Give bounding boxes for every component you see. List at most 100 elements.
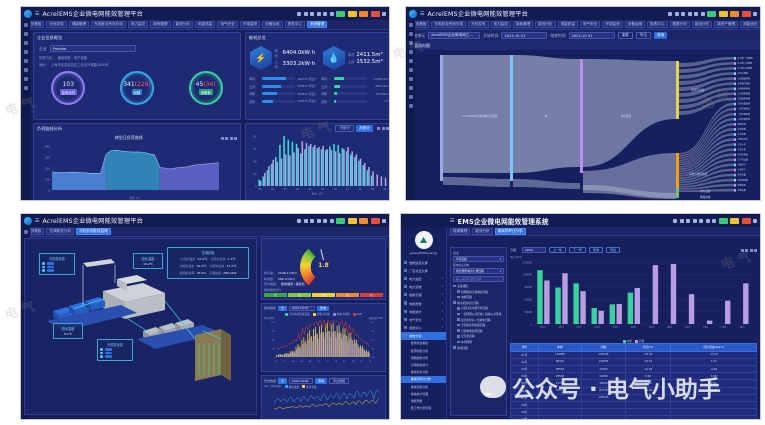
link-icon[interactable]	[686, 218, 690, 223]
nav-item[interactable]: 充电桩及有序充电	[431, 21, 467, 28]
nav-item[interactable]: 用能优化	[740, 21, 760, 28]
table-row[interactable]: 08月	[510, 400, 757, 410]
grid-icon[interactable]	[687, 11, 692, 16]
checkbox-icon[interactable]	[457, 295, 460, 299]
rail-icon[interactable]	[408, 50, 413, 54]
user-avatar-icon[interactable]	[753, 11, 757, 16]
tree-node[interactable]: 主进线柜	[453, 284, 504, 288]
trend-query-button[interactable]: 查询	[317, 305, 330, 311]
sidebar-item-用能预警[interactable]: · 用能预警	[401, 397, 446, 404]
tab-monthly[interactable]: 月统计	[356, 125, 373, 132]
zoom-icon[interactable]	[225, 136, 228, 140]
nav-item[interactable]: 电能质量	[195, 21, 216, 28]
sidebar-item-电能质量[interactable]: 电能质量 ▾	[401, 299, 446, 307]
rail-icon[interactable]	[23, 230, 28, 234]
grid-icon[interactable]	[316, 218, 321, 223]
prev-year-button[interactable]: 上一年	[549, 247, 567, 253]
tree-node[interactable]: 空调机新风机组回路	[453, 323, 504, 327]
legend-item[interactable]: 累计流量	[302, 385, 316, 389]
tree-node[interactable]: 备用回路	[453, 346, 504, 350]
nav-item[interactable]: 设备运维	[262, 21, 283, 28]
rail-icon[interactable]	[23, 41, 28, 45]
table-row[interactable]: 05月 47478 48438 -1.98 0.52	[510, 379, 757, 388]
bell-icon[interactable]	[700, 11, 705, 16]
rail-icon[interactable]	[408, 41, 413, 45]
download-icon[interactable]	[740, 248, 744, 252]
nav-item[interactable]: 能效分析	[172, 21, 193, 28]
checkbox-icon[interactable]	[457, 329, 460, 333]
gauge-devices[interactable]: 45(34) 设备数	[188, 71, 223, 105]
checkbox-icon[interactable]	[453, 284, 456, 288]
sidebar-item-报表中心[interactable]: 报表中心 ▾	[401, 324, 446, 332]
refresh-icon[interactable]	[310, 218, 314, 223]
table-row[interactable]: 02月 88336 122884 -29.43 3.47	[510, 357, 757, 366]
tree-search-input[interactable]: 输入关键字进行过滤	[453, 276, 504, 282]
checkbox-icon[interactable]	[457, 335, 460, 338]
search-icon[interactable]	[303, 11, 308, 16]
history-tab-day[interactable]: 日	[278, 378, 288, 384]
table-row[interactable]: 03月 98536 79360 -21.40 -0.46	[510, 364, 757, 374]
tree-node[interactable]: 电梯回路	[453, 295, 504, 299]
rail-icon[interactable]	[23, 23, 28, 27]
sidebar-item-能耗同环比分[interactable]: · 能耗同环比分析	[401, 375, 446, 383]
user-avatar-icon[interactable]	[382, 11, 386, 16]
rail-icon[interactable]	[408, 68, 413, 72]
grid-icon[interactable]	[699, 218, 703, 223]
nav-item[interactable]: 电力监控	[490, 21, 511, 28]
nav-item[interactable]: 能耗管理	[512, 21, 534, 28]
gear-icon[interactable]	[297, 11, 301, 16]
save-icon[interactable]	[754, 248, 757, 252]
trend-date-input[interactable]: 2023-10-07	[289, 305, 316, 311]
tree-node[interactable]: 空调冷冻水循环泵回路	[453, 306, 504, 310]
sidebar-item-能效对标分析[interactable]: · 能效对标分析	[401, 369, 446, 376]
menu-toggle-icon[interactable]: ☰	[35, 10, 40, 17]
nav-item[interactable]: 电力监控	[127, 21, 149, 28]
rail-icon[interactable]	[408, 104, 413, 108]
reset-button[interactable]: 重置	[617, 32, 633, 39]
tree-node[interactable]: 制冷机组动力回路	[453, 301, 504, 305]
refresh-icon[interactable]	[310, 11, 314, 16]
rail-icon[interactable]	[408, 77, 413, 81]
tree-node[interactable]: 照明配电空调箱总回路	[453, 290, 504, 294]
enterprise-input[interactable]: Prodata	[49, 45, 136, 52]
checkbox-icon[interactable]	[453, 301, 456, 305]
user-avatar-icon[interactable]	[382, 218, 386, 223]
nav-item[interactable]: 充电桩及有序充电	[91, 21, 126, 28]
nav-item[interactable]: 能源管理	[450, 227, 471, 235]
nav-item[interactable]: 电气安全	[217, 21, 238, 28]
sidebar-item-数据监控大屏[interactable]: 数据监控大屏	[401, 258, 446, 266]
sidebar-item-单耗统计管理[interactable]: · 单耗统计管理	[401, 390, 446, 397]
checkbox-icon[interactable]	[457, 312, 460, 316]
rail-icon[interactable]	[408, 59, 413, 63]
sidebar-item-能工作计划管[interactable]: · 能工作计划管理	[401, 405, 446, 412]
next-year-button[interactable]: 下一年	[569, 247, 587, 253]
rail-icon[interactable]	[408, 23, 413, 27]
legend-item[interactable]: COP	[352, 312, 362, 316]
tree-node[interactable]: 生活水泵房 / 给排水回路	[453, 318, 504, 322]
gear-icon[interactable]	[297, 218, 301, 223]
checkbox-icon[interactable]	[457, 318, 460, 321]
nav-item[interactable]: 能效分析	[535, 21, 556, 28]
sidebar-item-电力运维[interactable]: 电力运维 ▾	[401, 283, 446, 291]
rail-icon[interactable]	[408, 95, 413, 99]
sidebar-item-能耗定额分析[interactable]: · 能耗定额分析	[401, 383, 446, 390]
nav-item[interactable]: 光伏发电	[46, 21, 67, 28]
sidebar-item-能源利用分析[interactable]: · 能源利用分析	[401, 347, 446, 354]
menu-toggle-icon[interactable]: ☰	[420, 10, 425, 17]
export-button[interactable]: 导出	[635, 32, 651, 39]
refresh-icon[interactable]	[692, 218, 697, 223]
search-icon[interactable]	[674, 11, 679, 16]
sidebar-item-用能结构分析[interactable]: · 用能结构分析	[401, 354, 446, 361]
legend-item[interactable]: 瞬时流量	[284, 385, 299, 389]
gear-icon[interactable]	[679, 218, 684, 223]
restore-icon[interactable]	[229, 136, 233, 140]
trend-tab-day[interactable]: 日	[278, 305, 288, 311]
date-input[interactable]: 2020	[522, 247, 547, 253]
tree-node[interactable]: 车间照明	[453, 340, 504, 344]
nav-item[interactable]: 光伏发电	[468, 21, 489, 28]
checkbox-icon[interactable]	[457, 323, 460, 327]
table-row[interactable]: 04月 38528 32088 8.10 3.98	[510, 372, 757, 381]
sidebar-item-分项能耗统计[interactable]: · 分项能耗统计	[401, 361, 446, 368]
nav-item[interactable]: 报表中心	[647, 21, 668, 28]
bell-icon[interactable]	[712, 218, 716, 223]
